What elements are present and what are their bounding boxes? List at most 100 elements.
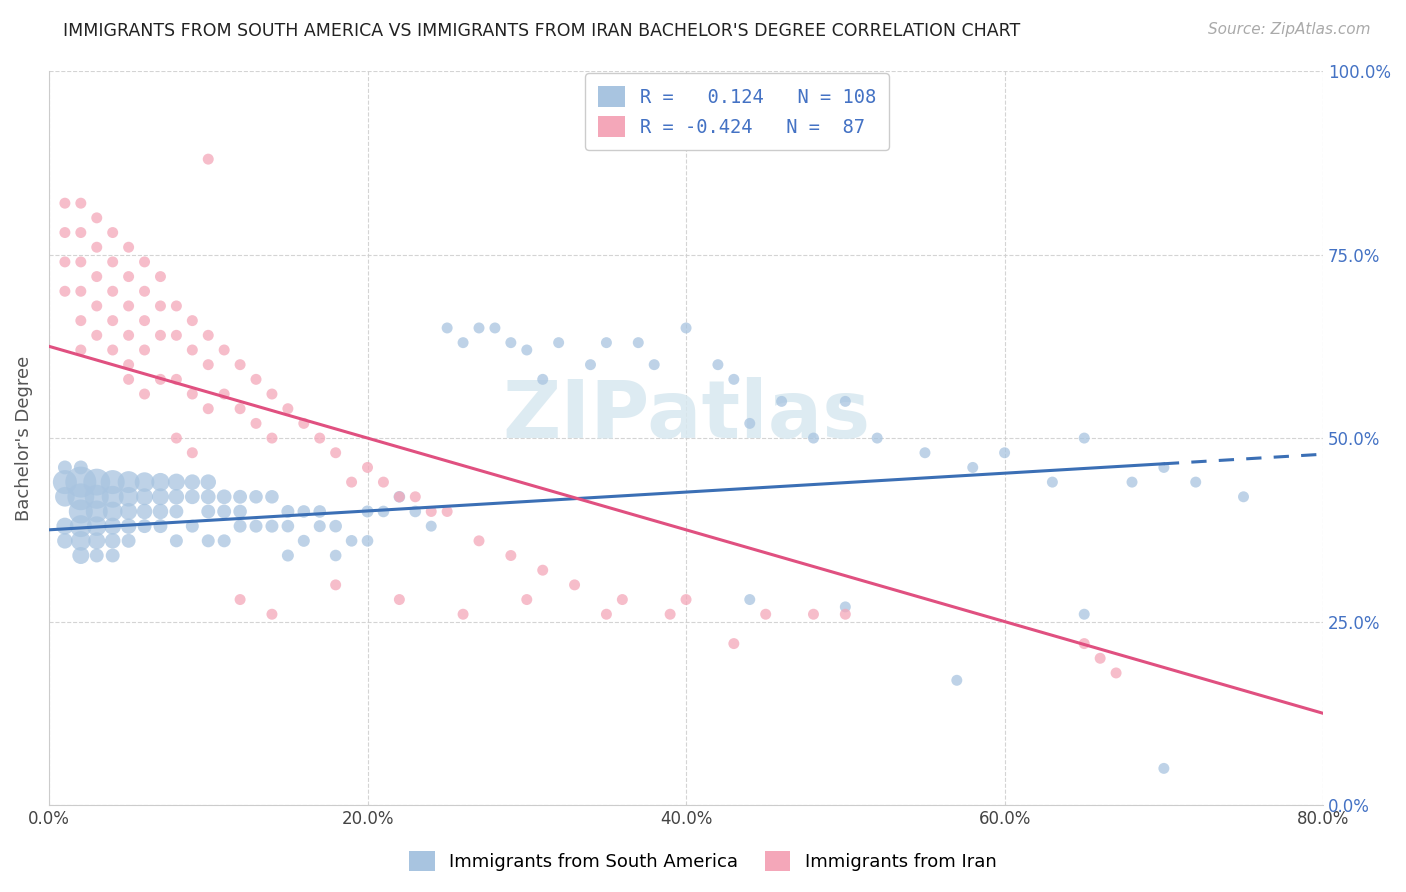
Point	[181, 519, 204, 533]
Point	[356, 460, 378, 475]
Point	[165, 299, 187, 313]
Point	[53, 519, 76, 533]
Point	[149, 372, 172, 386]
Point	[229, 358, 252, 372]
Point	[803, 607, 825, 622]
Point	[373, 504, 395, 518]
Point	[197, 152, 219, 166]
Point	[308, 431, 330, 445]
Point	[388, 490, 411, 504]
Point	[260, 490, 283, 504]
Point	[516, 592, 538, 607]
Point	[308, 504, 330, 518]
Point	[803, 431, 825, 445]
Point	[165, 475, 187, 489]
Point	[69, 285, 91, 299]
Point	[117, 504, 139, 518]
Point	[451, 335, 474, 350]
Point	[245, 417, 267, 431]
Point	[325, 446, 347, 460]
Point	[101, 549, 124, 563]
Point	[723, 637, 745, 651]
Point	[962, 460, 984, 475]
Point	[675, 321, 697, 335]
Point	[69, 549, 91, 563]
Point	[69, 226, 91, 240]
Point	[134, 504, 156, 518]
Point	[101, 533, 124, 548]
Point	[86, 269, 108, 284]
Point	[834, 394, 856, 409]
Point	[404, 490, 426, 504]
Point	[86, 519, 108, 533]
Point	[245, 372, 267, 386]
Point	[53, 533, 76, 548]
Point	[531, 372, 554, 386]
Point	[946, 673, 969, 688]
Point	[117, 269, 139, 284]
Point	[134, 285, 156, 299]
Point	[245, 490, 267, 504]
Point	[149, 328, 172, 343]
Point	[53, 226, 76, 240]
Point	[723, 372, 745, 386]
Legend: Immigrants from South America, Immigrants from Iran: Immigrants from South America, Immigrant…	[402, 844, 1004, 879]
Point	[69, 490, 91, 504]
Point	[181, 313, 204, 327]
Point	[165, 372, 187, 386]
Point	[86, 504, 108, 518]
Point	[499, 549, 522, 563]
Point	[69, 504, 91, 518]
Point	[1153, 460, 1175, 475]
Point	[197, 358, 219, 372]
Point	[325, 519, 347, 533]
Point	[165, 490, 187, 504]
Point	[134, 255, 156, 269]
Point	[229, 592, 252, 607]
Point	[564, 578, 586, 592]
Point	[149, 519, 172, 533]
Point	[388, 592, 411, 607]
Point	[436, 321, 458, 335]
Point	[373, 475, 395, 489]
Point	[1121, 475, 1143, 489]
Point	[595, 335, 617, 350]
Point	[595, 607, 617, 622]
Point	[69, 475, 91, 489]
Point	[260, 387, 283, 401]
Point	[866, 431, 889, 445]
Point	[69, 460, 91, 475]
Point	[229, 490, 252, 504]
Point	[212, 387, 235, 401]
Point	[277, 549, 299, 563]
Point	[547, 335, 569, 350]
Point	[1153, 761, 1175, 775]
Point	[738, 592, 761, 607]
Point	[117, 519, 139, 533]
Point	[229, 519, 252, 533]
Point	[134, 519, 156, 533]
Point	[197, 490, 219, 504]
Point	[117, 328, 139, 343]
Point	[212, 343, 235, 357]
Point	[451, 607, 474, 622]
Point	[516, 343, 538, 357]
Point	[197, 328, 219, 343]
Point	[738, 417, 761, 431]
Point	[86, 490, 108, 504]
Point	[149, 269, 172, 284]
Point	[117, 475, 139, 489]
Point	[675, 592, 697, 607]
Text: ZIPatlas: ZIPatlas	[502, 377, 870, 455]
Point	[101, 504, 124, 518]
Point	[69, 313, 91, 327]
Point	[612, 592, 634, 607]
Point	[659, 607, 682, 622]
Point	[86, 475, 108, 489]
Point	[69, 519, 91, 533]
Point	[212, 504, 235, 518]
Point	[707, 358, 730, 372]
Point	[53, 196, 76, 211]
Point	[165, 328, 187, 343]
Point	[181, 343, 204, 357]
